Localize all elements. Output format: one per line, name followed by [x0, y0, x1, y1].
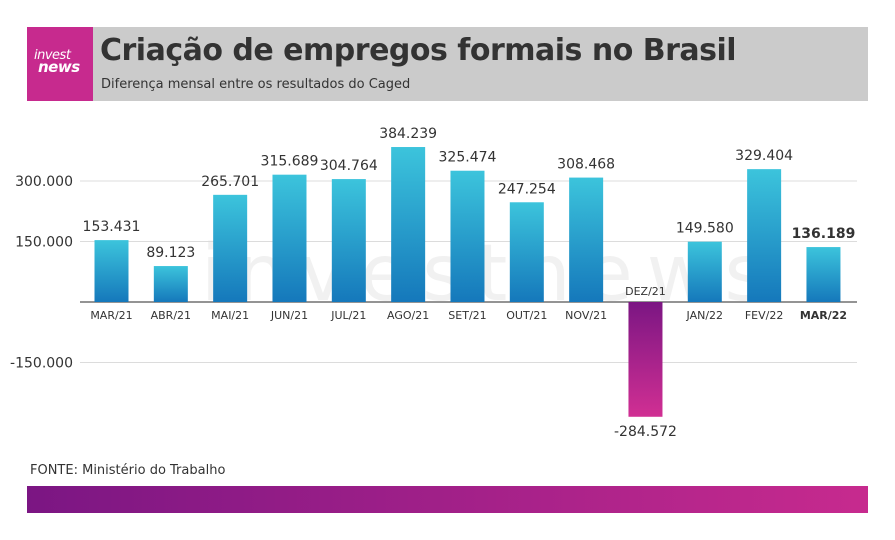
bar-mar-22 [806, 247, 841, 302]
bar-nov-21 [569, 177, 604, 302]
category-label: JAN/22 [686, 309, 724, 322]
y-tick-label: -150.000 [10, 356, 73, 372]
chart-title: Criação de empregos formais no Brasil [100, 33, 737, 68]
value-label: 136.189 [792, 226, 856, 242]
investnews-logo: invest news [27, 27, 93, 101]
chart-header: invest news Criação de empregos formais … [27, 27, 868, 101]
category-label: MAR/22 [800, 309, 847, 322]
category-label: JUN/21 [270, 309, 308, 322]
value-label: 329.404 [735, 148, 793, 164]
bar-jun-21 [272, 174, 307, 302]
bar-fev-22 [747, 169, 782, 302]
y-tick-label: 150.000 [15, 235, 73, 251]
bar-set-21 [450, 170, 485, 302]
bar-ago-21 [391, 147, 426, 302]
logo-text-news: news [38, 58, 80, 76]
value-label: 265.701 [201, 174, 259, 190]
bar-abr-21 [153, 266, 188, 302]
category-label: DEZ/21 [625, 285, 666, 298]
value-label: 89.123 [146, 245, 195, 261]
chart-subtitle: Diferença mensal entre os resultados do … [101, 77, 411, 92]
bar-mai-21 [213, 194, 248, 302]
value-label: -284.572 [614, 424, 677, 440]
value-label: 247.254 [498, 181, 556, 197]
bar-jul-21 [331, 179, 366, 302]
bar-jan-22 [687, 241, 722, 302]
bar-dez-21 [628, 302, 663, 417]
value-label: 149.580 [676, 221, 734, 237]
value-label: 325.474 [439, 150, 497, 166]
y-tick-label: 300.000 [15, 174, 73, 190]
category-label: NOV/21 [565, 309, 607, 322]
category-label: OUT/21 [506, 309, 547, 322]
category-label: AGO/21 [387, 309, 429, 322]
footer-gradient-bar [27, 486, 868, 513]
category-label: FEV/22 [745, 309, 784, 322]
value-label: 304.764 [320, 158, 378, 174]
category-label: ABR/21 [151, 309, 191, 322]
logo-text-invest: invest [34, 48, 71, 63]
value-label: 384.239 [379, 126, 437, 142]
bar-out-21 [509, 202, 544, 302]
source-note: FONTE: Ministério do Trabalho [30, 463, 226, 478]
category-label: MAI/21 [211, 309, 249, 322]
value-label: 308.468 [557, 157, 615, 173]
category-label: MAR/21 [90, 309, 132, 322]
value-label: 153.431 [83, 219, 141, 235]
bar-mar-21 [94, 240, 129, 302]
category-label: SET/21 [448, 309, 486, 322]
value-label: 315.689 [261, 154, 319, 170]
category-label: JUL/21 [330, 309, 366, 322]
